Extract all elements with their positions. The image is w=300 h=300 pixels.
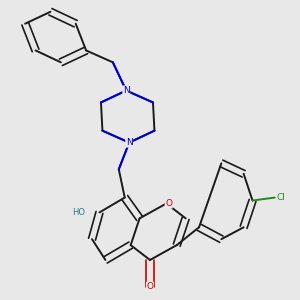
Text: HO: HO — [72, 208, 85, 217]
Text: Cl: Cl — [276, 193, 285, 202]
Text: O: O — [146, 282, 154, 291]
Text: O: O — [165, 199, 172, 208]
Text: N: N — [126, 138, 133, 147]
Text: N: N — [123, 86, 130, 95]
